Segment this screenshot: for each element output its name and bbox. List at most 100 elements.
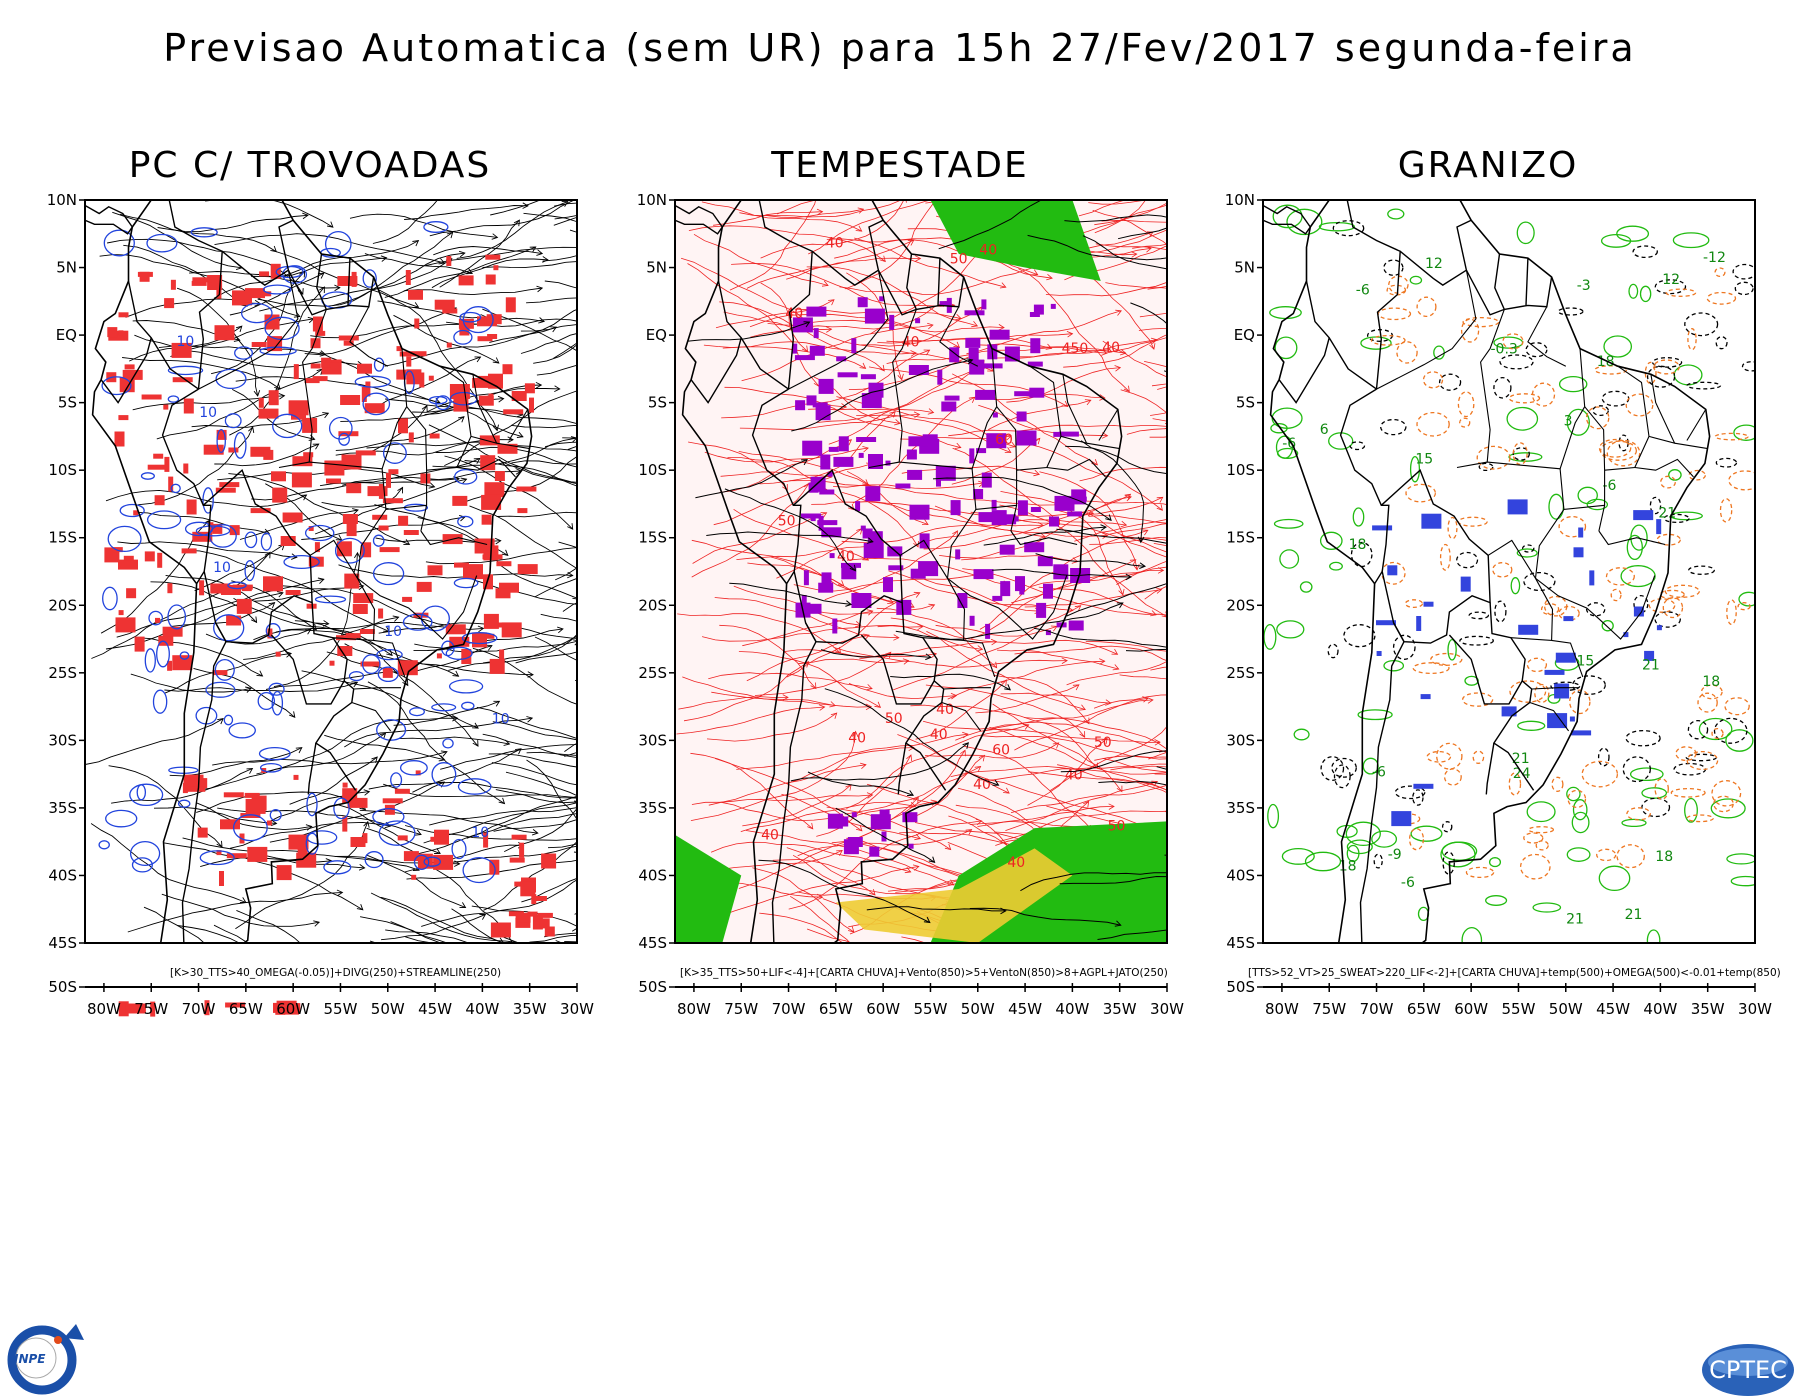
stream-arrow (960, 749, 966, 757)
stream-arrow (352, 508, 359, 515)
country-border (877, 269, 965, 316)
convection-cell (486, 314, 502, 325)
contour-ring (1632, 245, 1658, 259)
streamline (377, 300, 487, 319)
lon-label: 50W (371, 1000, 405, 1018)
stream-arrow (1116, 602, 1124, 609)
streamline (385, 398, 577, 425)
streamline (1038, 586, 1157, 616)
contour-ring (1616, 225, 1650, 242)
contour-ring (1741, 361, 1755, 372)
storm-cell (968, 348, 979, 363)
storm-cell (1015, 576, 1025, 592)
contour-ring (1535, 840, 1549, 851)
contour-ring (1320, 756, 1345, 781)
streamline (504, 807, 577, 853)
streamline (713, 211, 823, 226)
storm-cell (907, 469, 923, 480)
contour-label: 21 (1658, 505, 1676, 521)
storm-cell (810, 516, 816, 522)
convection-cell (216, 283, 222, 299)
contour-ring (1408, 828, 1425, 851)
convection-cell (123, 555, 134, 561)
streamline (786, 847, 876, 896)
convection-cell (487, 334, 498, 339)
streamline (1063, 334, 1167, 368)
contour-ring (1416, 411, 1450, 437)
stream-arrow (923, 349, 931, 356)
streamline (425, 246, 577, 267)
streamline (833, 647, 1068, 668)
convection-cell (232, 290, 252, 306)
streamline (1119, 674, 1167, 680)
stream-arrow (803, 321, 811, 328)
stream-arrow (1187, 934, 1193, 939)
lat-label: 25S (638, 664, 667, 682)
hail-cell (1501, 706, 1517, 717)
contour-ring (1621, 818, 1647, 828)
streamline (860, 306, 983, 347)
streamline (1030, 566, 1167, 588)
stream-arrow (557, 626, 564, 634)
stream-arrow (302, 212, 309, 220)
contour-ring (1373, 853, 1383, 869)
stream-arrow (862, 446, 869, 453)
streamline (680, 257, 814, 330)
hail-cell (1589, 570, 1595, 586)
stream-arrow (866, 792, 874, 799)
streamline (536, 364, 577, 376)
lat-label: 5N (646, 259, 667, 277)
contour-label: 40 (973, 777, 991, 793)
convection-cell (386, 472, 391, 488)
stream-arrow (579, 836, 585, 842)
lon-label: 80W (87, 1000, 121, 1018)
convection-cell (413, 612, 429, 618)
contour-ring (1485, 895, 1508, 906)
contour-label: 12 (1662, 272, 1680, 288)
lon-label: 30W (560, 1000, 594, 1018)
storm-cell (792, 343, 798, 354)
contour-ring (1304, 851, 1342, 872)
contour-ring (1447, 638, 1457, 661)
storm-cell (999, 544, 1015, 555)
strip-cell (276, 1000, 297, 1006)
stream-arrow (371, 756, 378, 764)
storm-cell (910, 568, 926, 579)
streamline (439, 219, 520, 288)
convection-cell (297, 843, 308, 859)
stream-arrow (589, 468, 595, 473)
contour-ring (451, 838, 467, 860)
lon-label: 75W (1312, 1000, 1346, 1018)
contour-ring (1626, 807, 1651, 821)
streamline (393, 700, 500, 726)
convection-cell (398, 418, 408, 434)
convection-cell (168, 476, 174, 492)
stream-arrow (567, 523, 574, 530)
storm-cell (862, 528, 873, 539)
stream-arrow (1116, 785, 1123, 793)
contour-ring (1286, 208, 1323, 236)
contour-ring (1641, 797, 1671, 818)
stream-arrow (440, 750, 448, 757)
panel-caption: [K>30_TTS>40_OMEGA(-0.05)]+DIVG(250)+STR… (170, 967, 502, 979)
stream-arrow (999, 282, 1007, 289)
contour-ring (1648, 598, 1676, 613)
wind-area (675, 834, 742, 943)
stream-arrow (527, 671, 534, 678)
contour-label: 40 (979, 242, 997, 258)
streamline (740, 802, 916, 832)
contour-ring (1725, 729, 1754, 752)
contour-ring (107, 525, 142, 553)
stream-arrow (536, 249, 544, 256)
storm-cell (833, 456, 854, 467)
stream-arrow (907, 790, 915, 796)
convection-cell (241, 586, 252, 592)
contour-ring (1710, 798, 1746, 819)
streamline (520, 324, 577, 332)
stream-arrow (498, 797, 506, 805)
lon-label: 75W (134, 1000, 168, 1018)
streamline (1014, 697, 1149, 751)
convection-cell (199, 580, 205, 596)
contour-ring (1299, 581, 1313, 593)
streamline (412, 748, 522, 793)
